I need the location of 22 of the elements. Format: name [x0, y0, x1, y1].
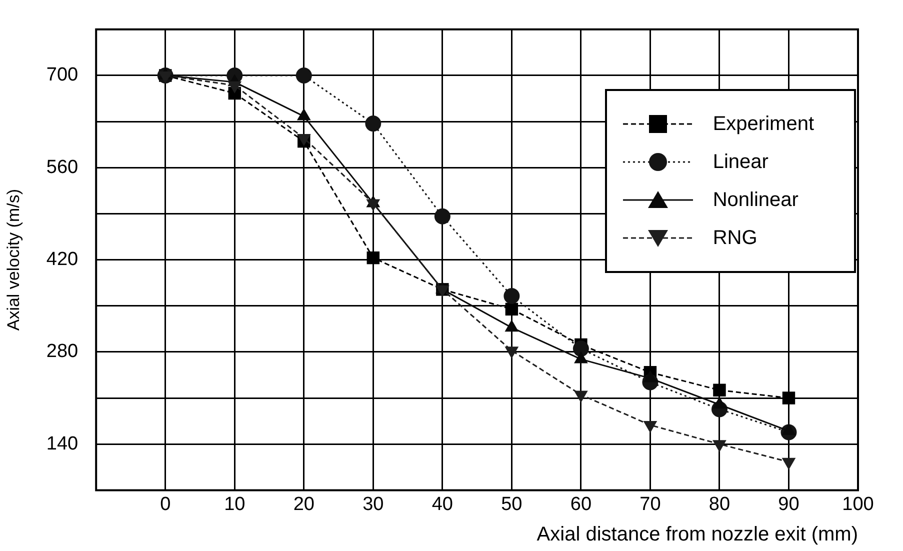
y-tick-label: 420 — [46, 249, 78, 270]
x-tick-label: 10 — [224, 494, 246, 515]
y-tick-label: 280 — [46, 341, 78, 362]
x-tick-label: 80 — [708, 494, 730, 515]
y-tick-label: 560 — [46, 156, 78, 178]
x-tick-label: 30 — [362, 494, 384, 515]
x-tick-label: 70 — [640, 494, 661, 515]
x-tick-label: 20 — [293, 494, 314, 515]
y-tick-label: 140 — [46, 433, 78, 454]
x-tick-label: 50 — [501, 494, 522, 515]
legend-label: Linear — [712, 150, 768, 174]
x-tick-label: 40 — [432, 494, 453, 515]
x-tick-label: 60 — [570, 494, 592, 515]
x-tick-label: 100 — [842, 494, 874, 515]
x-axis-title: Axial distance from nozzle exit (mm) — [536, 524, 858, 546]
legend-label: RNG — [712, 226, 758, 250]
y-tick-label: 700 — [46, 64, 78, 86]
y-axis-title: Axial velocity (m/s) — [4, 188, 23, 331]
x-tick-label: 90 — [778, 494, 800, 515]
legend-label: Nonlinear — [712, 188, 798, 212]
legend-label: Experiment — [712, 112, 814, 136]
x-tick-label: 0 — [160, 494, 171, 515]
